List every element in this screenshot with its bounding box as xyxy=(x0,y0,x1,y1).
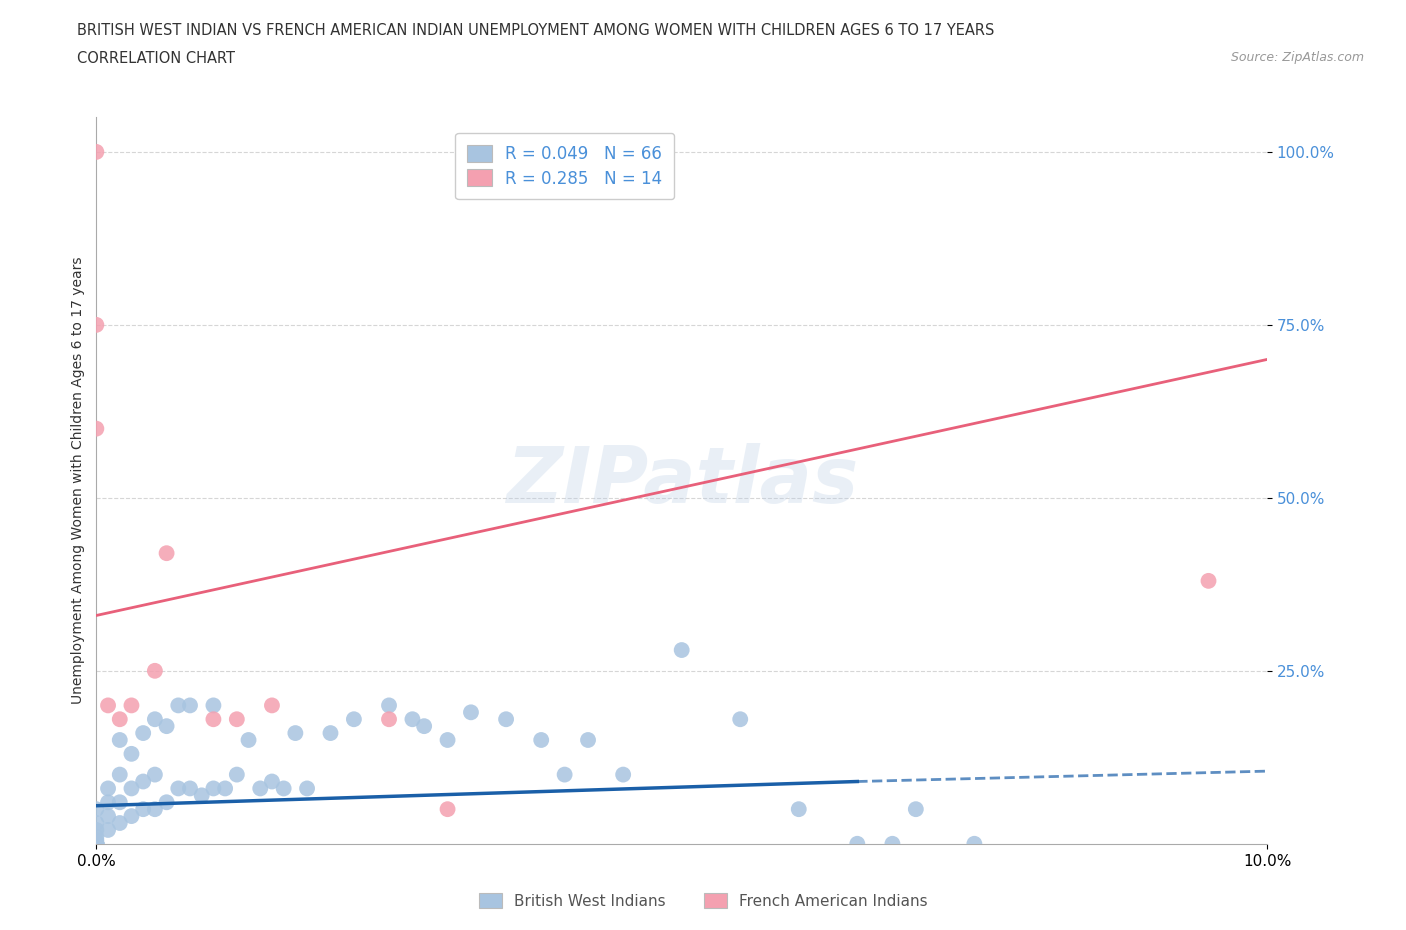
Point xyxy=(179,781,201,796)
Point xyxy=(86,836,108,851)
Point xyxy=(225,711,247,726)
Point xyxy=(143,711,166,726)
Point xyxy=(179,698,201,712)
Point xyxy=(108,711,131,726)
Point xyxy=(86,836,108,851)
Point xyxy=(576,733,599,748)
Point xyxy=(155,795,177,810)
Point xyxy=(132,774,155,789)
Point xyxy=(86,830,108,844)
Point xyxy=(225,767,247,782)
Point xyxy=(728,711,751,726)
Y-axis label: Unemployment Among Women with Children Ages 6 to 17 years: Unemployment Among Women with Children A… xyxy=(72,257,86,704)
Point xyxy=(260,698,283,712)
Point xyxy=(97,809,120,824)
Point xyxy=(249,781,271,796)
Point xyxy=(202,711,225,726)
Point xyxy=(86,836,108,851)
Point xyxy=(413,719,436,734)
Point xyxy=(86,816,108,830)
Text: ZIPatlas: ZIPatlas xyxy=(506,443,858,519)
Text: Source: ZipAtlas.com: Source: ZipAtlas.com xyxy=(1230,51,1364,64)
Point xyxy=(214,781,236,796)
Point xyxy=(202,698,225,712)
Legend: R = 0.049   N = 66, R = 0.285   N = 14: R = 0.049 N = 66, R = 0.285 N = 14 xyxy=(456,133,673,199)
Point xyxy=(904,802,927,817)
Point xyxy=(284,725,307,740)
Point xyxy=(612,767,634,782)
Point xyxy=(86,317,108,332)
Point xyxy=(530,733,553,748)
Point xyxy=(97,822,120,837)
Point xyxy=(846,836,869,851)
Point xyxy=(787,802,810,817)
Point xyxy=(86,836,108,851)
Point xyxy=(86,836,108,851)
Point xyxy=(86,144,108,159)
Point xyxy=(343,711,366,726)
Point xyxy=(132,802,155,817)
Point xyxy=(319,725,342,740)
Point xyxy=(155,719,177,734)
Point xyxy=(378,711,401,726)
Point xyxy=(108,795,131,810)
Point xyxy=(436,733,458,748)
Point xyxy=(108,767,131,782)
Point xyxy=(97,795,120,810)
Point xyxy=(554,767,576,782)
Point xyxy=(882,836,904,851)
Point xyxy=(121,747,143,762)
Point xyxy=(121,809,143,824)
Point xyxy=(273,781,295,796)
Point xyxy=(1198,574,1220,589)
Point xyxy=(143,767,166,782)
Point xyxy=(86,822,108,837)
Point xyxy=(121,698,143,712)
Point xyxy=(167,781,190,796)
Point xyxy=(202,781,225,796)
Text: BRITISH WEST INDIAN VS FRENCH AMERICAN INDIAN UNEMPLOYMENT AMONG WOMEN WITH CHIL: BRITISH WEST INDIAN VS FRENCH AMERICAN I… xyxy=(77,23,994,38)
Point xyxy=(86,836,108,851)
Point xyxy=(121,781,143,796)
Point xyxy=(167,698,190,712)
Point xyxy=(295,781,318,796)
Legend: British West Indians, French American Indians: British West Indians, French American In… xyxy=(470,884,936,918)
Point xyxy=(460,705,482,720)
Point xyxy=(436,802,458,817)
Point xyxy=(86,833,108,848)
Point xyxy=(495,711,517,726)
Point xyxy=(378,698,401,712)
Point xyxy=(108,816,131,830)
Point xyxy=(86,802,108,817)
Text: CORRELATION CHART: CORRELATION CHART xyxy=(77,51,235,66)
Point xyxy=(260,774,283,789)
Point xyxy=(190,788,212,803)
Point xyxy=(97,698,120,712)
Point xyxy=(108,733,131,748)
Point xyxy=(86,836,108,851)
Point xyxy=(143,663,166,678)
Point xyxy=(963,836,986,851)
Point xyxy=(143,802,166,817)
Point xyxy=(238,733,260,748)
Point xyxy=(97,781,120,796)
Point xyxy=(132,725,155,740)
Point xyxy=(401,711,423,726)
Point xyxy=(671,643,693,658)
Point xyxy=(86,836,108,851)
Point xyxy=(86,421,108,436)
Point xyxy=(155,546,177,561)
